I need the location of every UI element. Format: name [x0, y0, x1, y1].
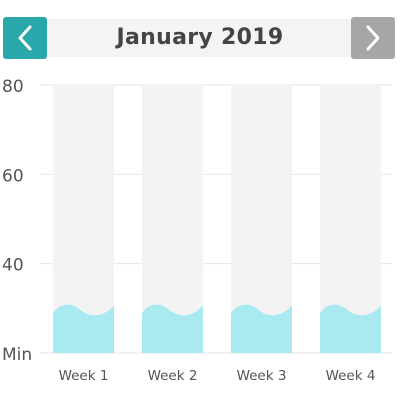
next-month-button[interactable] — [351, 17, 395, 59]
weekly-chart: Min 40 60 80 Week 1 Week 2 Week 3 Week 4 — [0, 70, 400, 400]
week-fill-area — [231, 304, 292, 353]
y-tick-label: 40 — [2, 256, 24, 276]
month-navigation: January 2019 — [3, 17, 397, 59]
y-tick-label: 60 — [2, 166, 24, 186]
week-fill-area — [320, 304, 381, 353]
y-tick-label: 80 — [2, 77, 24, 97]
x-tick-label: Week 2 — [148, 368, 198, 384]
x-tick-label: Week 4 — [326, 368, 376, 384]
week-fill-area — [53, 304, 114, 353]
x-tick-label: Week 1 — [59, 368, 109, 384]
month-title: January 2019 — [116, 25, 284, 50]
x-tick-label: Week 3 — [237, 368, 287, 384]
previous-month-button[interactable] — [3, 17, 47, 59]
week-fill-area — [142, 304, 203, 353]
month-title-background — [47, 19, 353, 57]
chevron-left-icon — [18, 25, 32, 51]
y-tick-label: Min — [2, 345, 32, 365]
chart-svg: Min 40 60 80 Week 1 Week 2 Week 3 Week 4 — [2, 77, 392, 384]
chevron-right-icon — [366, 25, 380, 51]
